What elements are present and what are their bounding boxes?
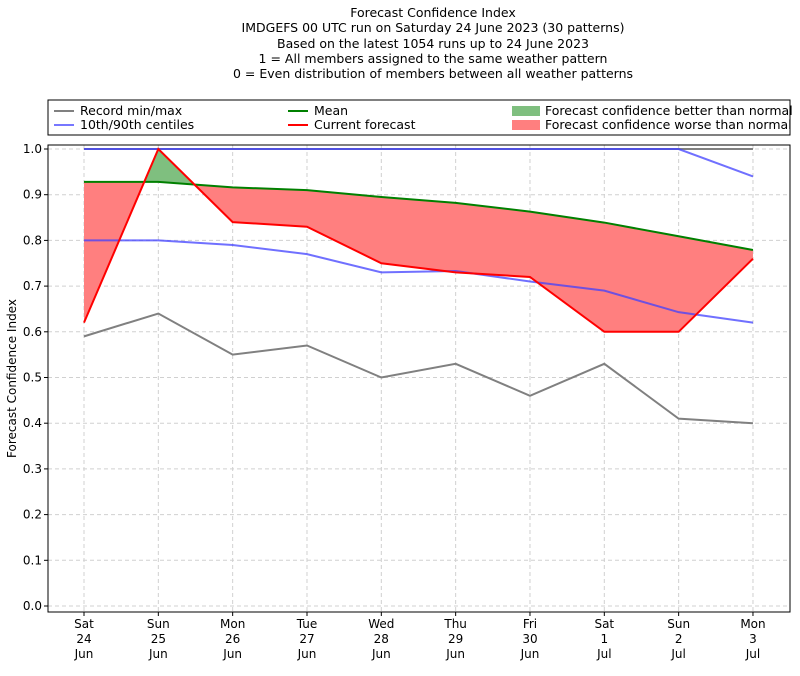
- centile-10-line: [84, 239, 754, 324]
- chart-subtitle-3: 1 = All members assigned to the same wea…: [258, 51, 608, 66]
- plot-frame: [47, 144, 791, 613]
- legend-label: Record min/max: [80, 103, 182, 118]
- x-tick-label: Jun: [297, 647, 317, 661]
- x-tick-label: Jun: [520, 647, 540, 661]
- x-tick-label: Sat: [594, 617, 614, 631]
- x-tick-label: 27: [299, 632, 314, 646]
- x-tick-label: Jul: [596, 647, 611, 661]
- x-tick-label: Jun: [148, 647, 168, 661]
- x-tick-label: 3: [749, 632, 757, 646]
- y-tick-label: 0.0: [23, 599, 42, 613]
- legend: [47, 99, 791, 136]
- x-tick-label: Tue: [296, 617, 318, 631]
- y-tick-label: 0.6: [23, 325, 42, 339]
- chart-subtitle-4: 0 = Even distribution of members between…: [232, 66, 634, 81]
- y-axis-label: Forecast Confidence Index: [5, 299, 19, 458]
- x-tick-label: Thu: [443, 617, 467, 631]
- x-tick-label: Fri: [523, 617, 537, 631]
- x-tick-label: 30: [522, 632, 537, 646]
- y-tick-label: 0.7: [23, 279, 42, 293]
- record-min-line: [83, 312, 754, 425]
- y-tick-label: 0.3: [23, 462, 42, 476]
- centile-90-line: [84, 148, 754, 178]
- legend-swatch: [512, 106, 540, 116]
- x-tick-label: Sun: [667, 617, 690, 631]
- legend-label: Current forecast: [314, 117, 416, 132]
- x-tick-label: Sat: [74, 617, 94, 631]
- worse-than-normal-area: [84, 181, 753, 332]
- legend-label: Forecast confidence better than normal: [545, 103, 793, 118]
- x-tick-label: 24: [76, 632, 91, 646]
- y-tick-label: 0.2: [23, 508, 42, 522]
- x-tick-label: Wed: [368, 617, 394, 631]
- x-tick-label: 1: [600, 632, 608, 646]
- x-tick-label: 29: [448, 632, 463, 646]
- x-tick-label: Jul: [745, 647, 760, 661]
- x-tick-label: 2: [675, 632, 683, 646]
- x-tick-label: 28: [374, 632, 389, 646]
- chart-subtitle-2: Based on the latest 1054 runs up to 24 J…: [277, 36, 589, 51]
- y-tick-label: 0.8: [23, 233, 42, 247]
- legend-label: Mean: [314, 103, 348, 118]
- y-tick-label: 0.4: [23, 416, 42, 430]
- y-tick-label: 0.9: [23, 188, 42, 202]
- x-tick-label: Jun: [222, 647, 242, 661]
- chart-title: Forecast Confidence Index: [350, 5, 516, 20]
- chart-subtitle-1: IMDGEFS 00 UTC run on Saturday 24 June 2…: [241, 20, 625, 35]
- x-tick-label: Sun: [147, 617, 170, 631]
- y-tick-label: 1.0: [23, 142, 42, 156]
- x-tick-label: Mon: [740, 617, 765, 631]
- x-tick-label: 25: [151, 632, 166, 646]
- x-tick-label: Mon: [220, 617, 245, 631]
- y-tick-label: 0.1: [23, 553, 42, 567]
- legend-label: 10th/90th centiles: [80, 117, 194, 132]
- x-tick-label: 26: [225, 632, 240, 646]
- y-tick-label: 0.5: [23, 371, 42, 385]
- current-forecast-line: [83, 147, 754, 333]
- legend-swatch: [512, 120, 540, 130]
- x-tick-label: Jun: [371, 647, 391, 661]
- x-tick-label: Jun: [74, 647, 94, 661]
- x-tick-label: Jul: [670, 647, 685, 661]
- x-tick-label: Jun: [445, 647, 465, 661]
- legend-label: Forecast confidence worse than normal: [545, 117, 792, 132]
